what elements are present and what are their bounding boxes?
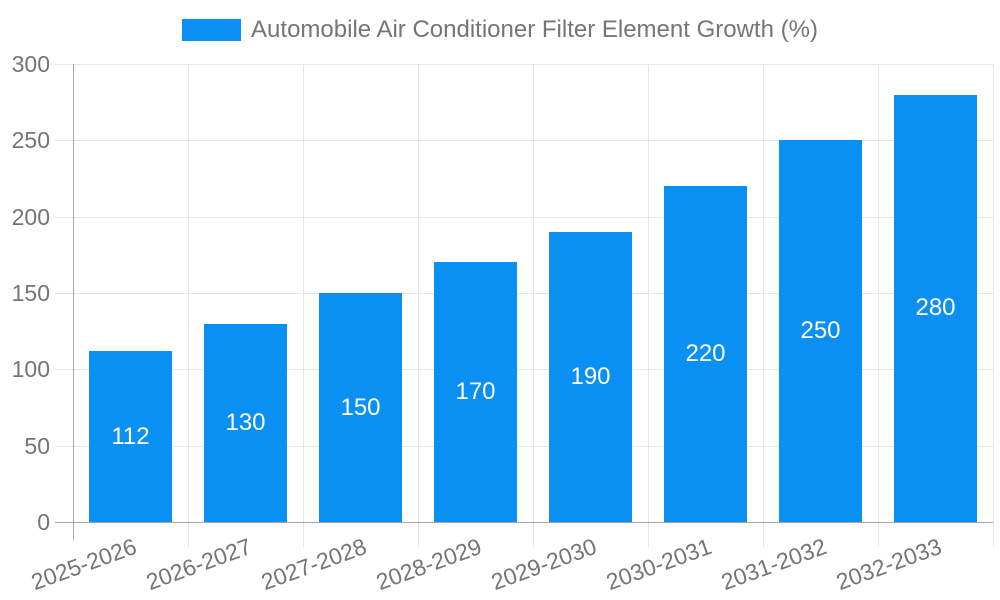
bar bbox=[894, 94, 977, 522]
y-axis-tick-label: 50 bbox=[24, 432, 50, 459]
bar-value-label: 112 bbox=[111, 422, 150, 450]
y-axis-tick-label: 0 bbox=[37, 509, 50, 535]
bar bbox=[434, 262, 517, 522]
y-axis-line bbox=[73, 64, 74, 540]
bar bbox=[204, 323, 287, 522]
gridline-vertical bbox=[418, 64, 419, 547]
gridline-vertical bbox=[993, 64, 994, 547]
gridline-horizontal bbox=[55, 293, 993, 294]
bar-value-label: 280 bbox=[915, 294, 956, 322]
gridline-horizontal bbox=[55, 140, 993, 142]
chart-legend: Automobile Air Conditioner Filter Elemen… bbox=[0, 18, 1000, 42]
bar-value-label: 170 bbox=[455, 378, 496, 406]
gridline-vertical bbox=[533, 64, 534, 547]
gridline-vertical bbox=[648, 64, 649, 547]
y-axis-tick-label: 150 bbox=[11, 280, 50, 306]
x-axis-line bbox=[55, 522, 993, 523]
gridline-vertical bbox=[878, 64, 879, 547]
y-axis-tick-label: 250 bbox=[11, 127, 50, 154]
bar bbox=[664, 186, 747, 522]
bar-value-label: 150 bbox=[340, 393, 381, 421]
bar-value-label: 220 bbox=[685, 340, 726, 368]
y-axis-tick-label: 100 bbox=[11, 356, 50, 383]
gridline-horizontal bbox=[55, 369, 993, 371]
legend-swatch bbox=[182, 19, 242, 41]
bar-value-label: 130 bbox=[225, 408, 266, 436]
gridline-horizontal bbox=[55, 445, 993, 447]
bar-value-label: 250 bbox=[800, 317, 841, 345]
bar bbox=[319, 293, 402, 522]
bar bbox=[89, 351, 172, 522]
gridline-vertical bbox=[303, 64, 304, 547]
bar bbox=[779, 140, 862, 522]
y-axis-tick-label: 300 bbox=[11, 51, 50, 77]
bar bbox=[549, 231, 632, 522]
gridline-vertical bbox=[188, 64, 189, 547]
gridline-vertical bbox=[763, 64, 764, 547]
chart-title: Automobile Air Conditioner Filter Elemen… bbox=[251, 16, 818, 43]
y-axis-tick-label: 200 bbox=[11, 203, 50, 230]
x-axis-tick-label: 2032-2033 bbox=[832, 533, 945, 596]
bar-value-label: 190 bbox=[570, 362, 611, 390]
gridline-horizontal bbox=[55, 216, 993, 218]
x-axis-tick: 2032-2033 bbox=[776, 533, 944, 595]
gridline-horizontal bbox=[55, 64, 993, 65]
